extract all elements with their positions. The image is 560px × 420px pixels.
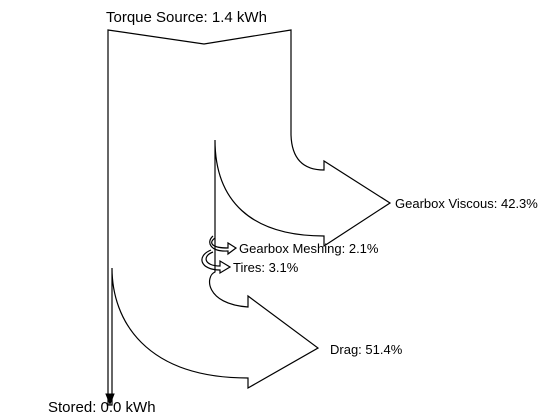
sankey-outline bbox=[107, 29, 392, 406]
gearbox-meshing-arrow bbox=[209, 235, 238, 256]
tires-label: Tires: 3.1% bbox=[233, 260, 299, 275]
stored-arrow bbox=[105, 393, 115, 406]
tires-arrow bbox=[201, 249, 232, 275]
stored-label: Stored: 0.0 kWh bbox=[48, 399, 156, 416]
drag-label: Drag: 51.4% bbox=[330, 342, 403, 357]
gearbox-meshing-label: Gearbox Meshing: 2.1% bbox=[239, 241, 379, 256]
source-label: Torque Source: 1.4 kWh bbox=[106, 9, 267, 26]
gearbox-viscous-label: Gearbox Viscous: 42.3% bbox=[395, 196, 538, 211]
